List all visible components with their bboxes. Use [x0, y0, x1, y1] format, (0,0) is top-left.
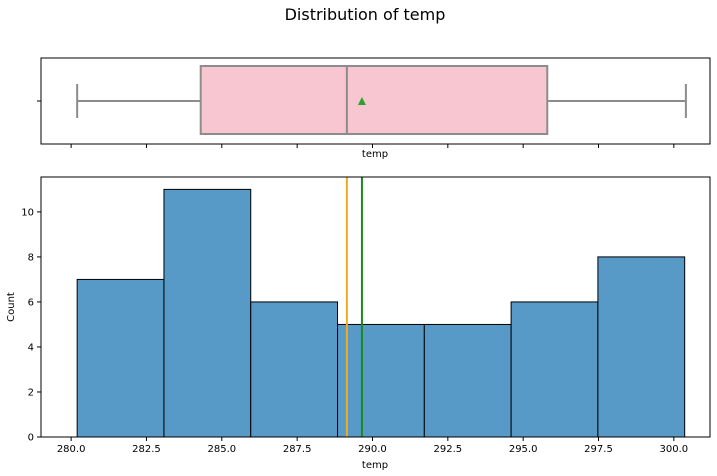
histogram-ytick-label: 2: [28, 387, 34, 398]
boxplot-mean-marker: [357, 97, 366, 105]
histogram-bar: [163, 188, 252, 438]
histogram-xtick-label: 287.5: [283, 444, 312, 455]
histogram-xtick-label: 297.5: [584, 444, 613, 455]
boxplot-shapes: [76, 65, 687, 135]
histogram-ytick-label: 0: [28, 433, 34, 444]
histogram-xticks: 280.0 282.5 285.0 287.5 290.0 292.5 295.0 297.5…: [57, 437, 688, 455]
boxplot-xticks: [70, 144, 675, 148]
histogram-xtick-label: 295.0: [509, 444, 538, 455]
histogram-reference-lines: [345, 177, 363, 437]
histogram-xtick-label: 285.0: [207, 444, 236, 455]
figure-title: Distribution of temp: [285, 5, 446, 24]
histogram-bar: [250, 301, 339, 438]
histogram-ytick-label: 10: [21, 207, 34, 218]
histogram-bars: [76, 188, 686, 438]
histogram-xtick-label: 282.5: [132, 444, 161, 455]
histogram-xtick-label: 300.0: [660, 444, 689, 455]
boxplot-panel: temp: [37, 57, 711, 160]
histogram-bar: [423, 323, 512, 438]
histogram-ytick-label: 6: [28, 297, 34, 308]
histogram-xtick-label: 280.0: [57, 444, 86, 455]
histogram-axes-frame: [40, 176, 711, 438]
histogram-ytick-label: 4: [28, 342, 34, 353]
histogram-bar: [597, 256, 686, 438]
histogram-xlabel: temp: [362, 460, 388, 471]
histogram-bar: [76, 278, 165, 438]
histogram-xtick-label: 290.0: [358, 444, 387, 455]
histogram-xtick-label: 292.5: [434, 444, 463, 455]
histogram-yticks: 0 2 4 6 8 10: [21, 207, 41, 444]
histogram-bar: [510, 301, 599, 438]
boxplot-box: [199, 65, 549, 135]
histogram-panel: 280.0 282.5 285.0 287.5 290.0 292.5 295.0 297.5…: [6, 176, 711, 471]
histogram-bar: [337, 323, 425, 438]
histogram-ytick-label: 8: [28, 252, 34, 263]
histogram-ylabel: Count: [6, 292, 17, 322]
boxplot-xlabel: temp: [362, 149, 388, 160]
